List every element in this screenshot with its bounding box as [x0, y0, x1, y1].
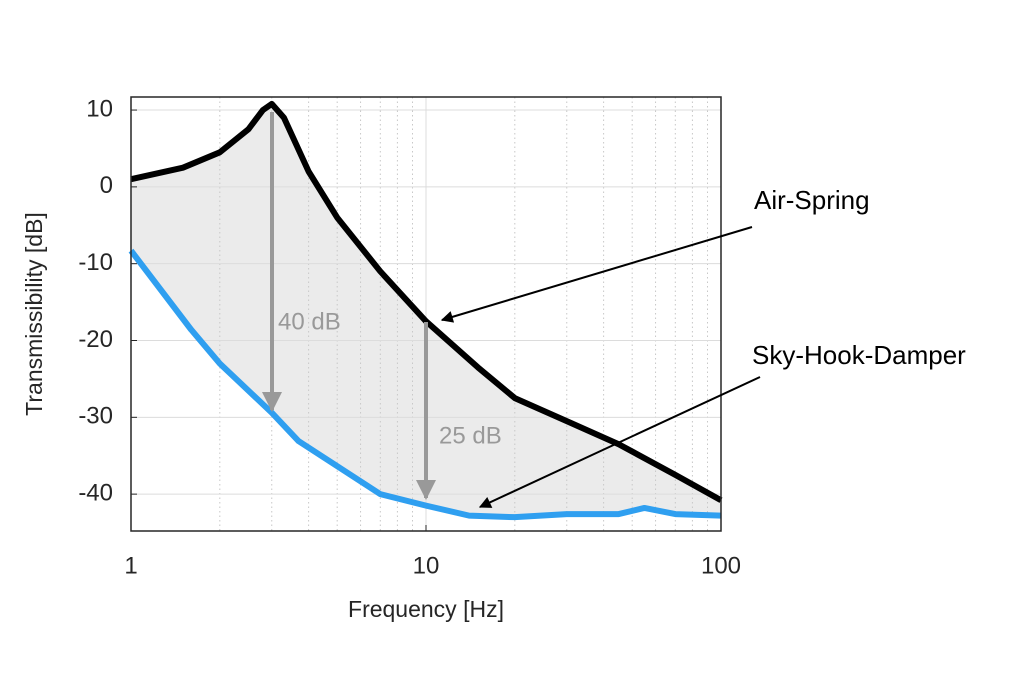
x-axis-label: Frequency [Hz] — [348, 596, 504, 622]
series-line — [128, 248, 722, 521]
x-tick-label: 1 — [124, 552, 137, 579]
legend-label: Air-Spring — [754, 185, 870, 215]
y-tick-label: -20 — [78, 326, 113, 353]
y-tick-label: 10 — [86, 95, 113, 122]
y-tick-label: 0 — [100, 172, 113, 199]
legend-label: Sky-Hook-Damper — [752, 340, 966, 370]
callout-arrow — [478, 376, 761, 508]
y-tick-label: -40 — [78, 479, 113, 506]
axes-box — [130, 96, 722, 532]
annotation: 40 dB — [278, 308, 341, 335]
x-tick-label: 10 — [413, 552, 440, 579]
series-line — [130, 100, 723, 503]
fill-between — [131, 103, 721, 518]
y-tick-label: -30 — [78, 403, 113, 430]
x-tick-label: 100 — [701, 552, 741, 579]
callout-arrow — [440, 226, 753, 323]
annotation: 25 dB — [439, 422, 502, 449]
y-tick-label: -10 — [78, 249, 113, 276]
y-axis-label: Transmissibility [dB] — [21, 212, 47, 416]
